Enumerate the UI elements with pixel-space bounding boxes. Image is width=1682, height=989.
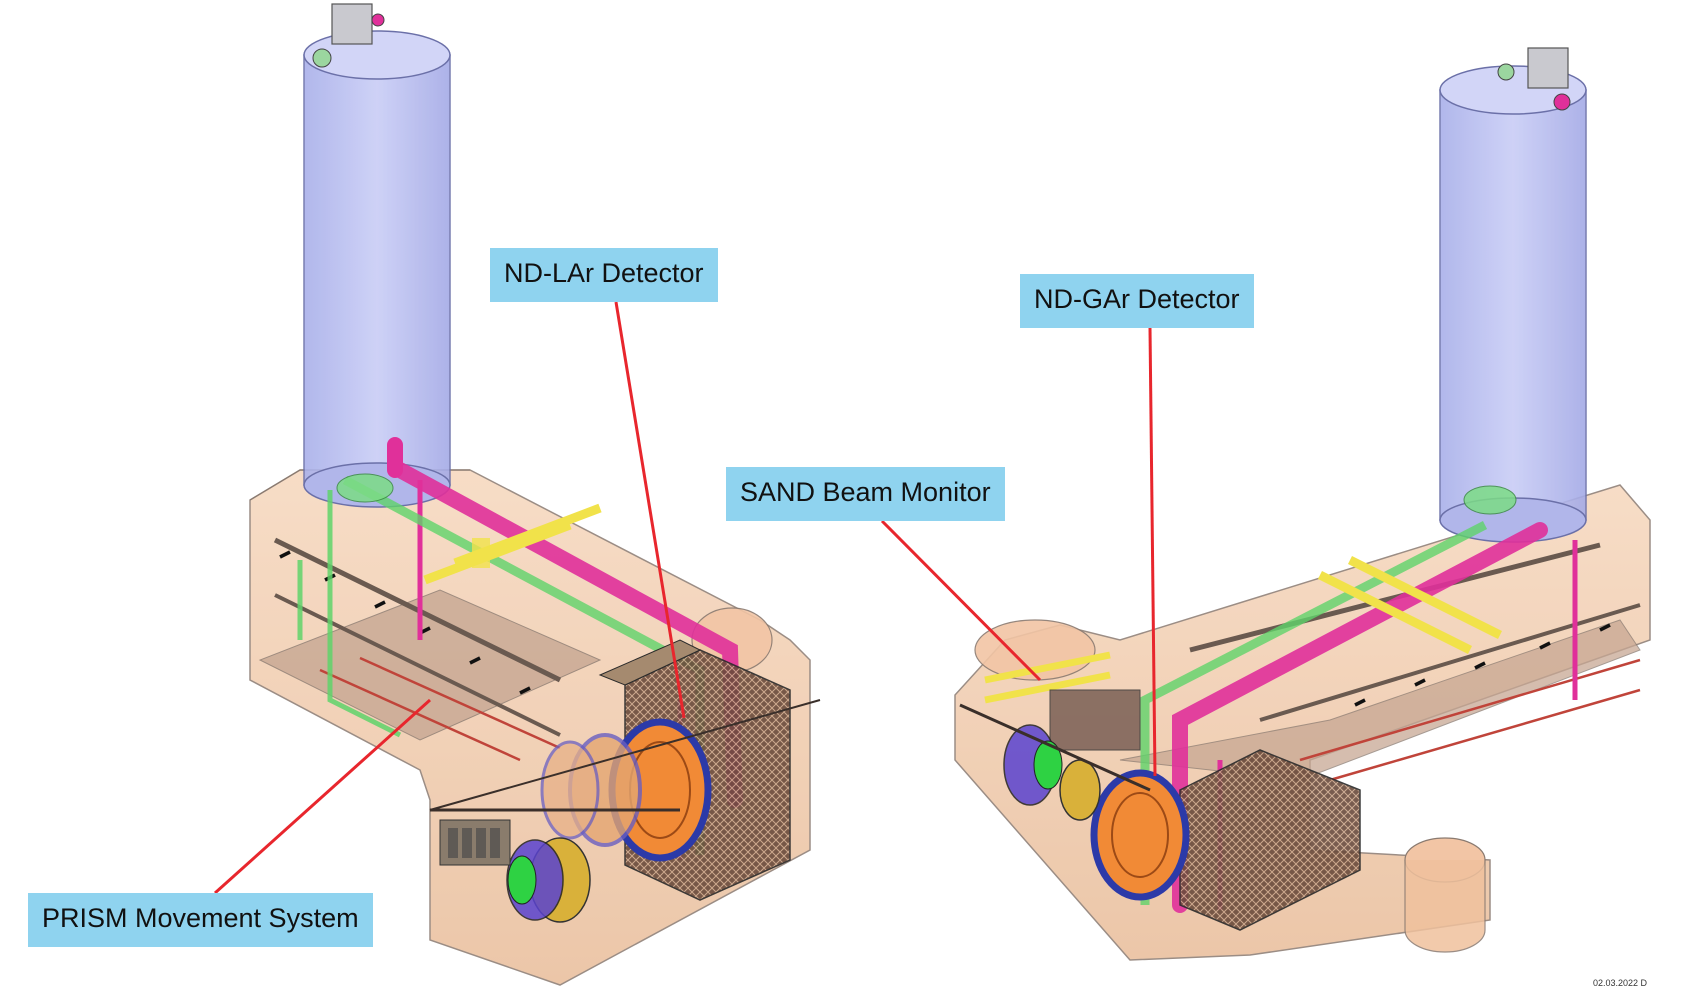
sand-callout: SAND Beam Monitor (726, 467, 1005, 521)
right-shaft (1439, 47, 1587, 543)
right-rail-markers (1354, 623, 1611, 707)
nd-gar-callout: ND-GAr Detector (1020, 274, 1254, 328)
leader-prism (213, 698, 432, 895)
nd-lar-callout: ND-LAr Detector (490, 248, 718, 302)
right-ndlar-module (1179, 749, 1361, 931)
leader-lines (213, 301, 1157, 895)
date-footer: 02.03.2022 D (1593, 978, 1648, 988)
right-cavern (954, 47, 1651, 961)
right-gar-ring (1090, 769, 1190, 901)
leader-ndlar (614, 301, 686, 719)
prism-callout: PRISM Movement System (28, 893, 373, 947)
right-yellow-cranes (1317, 555, 1503, 655)
left-ndlar-top (598, 639, 702, 686)
leader-ndgar (1148, 327, 1157, 777)
leader-sand (880, 519, 1042, 682)
left-rail-markers (279, 550, 531, 695)
left-cavern (249, 3, 821, 986)
left-shaft (303, 3, 451, 508)
